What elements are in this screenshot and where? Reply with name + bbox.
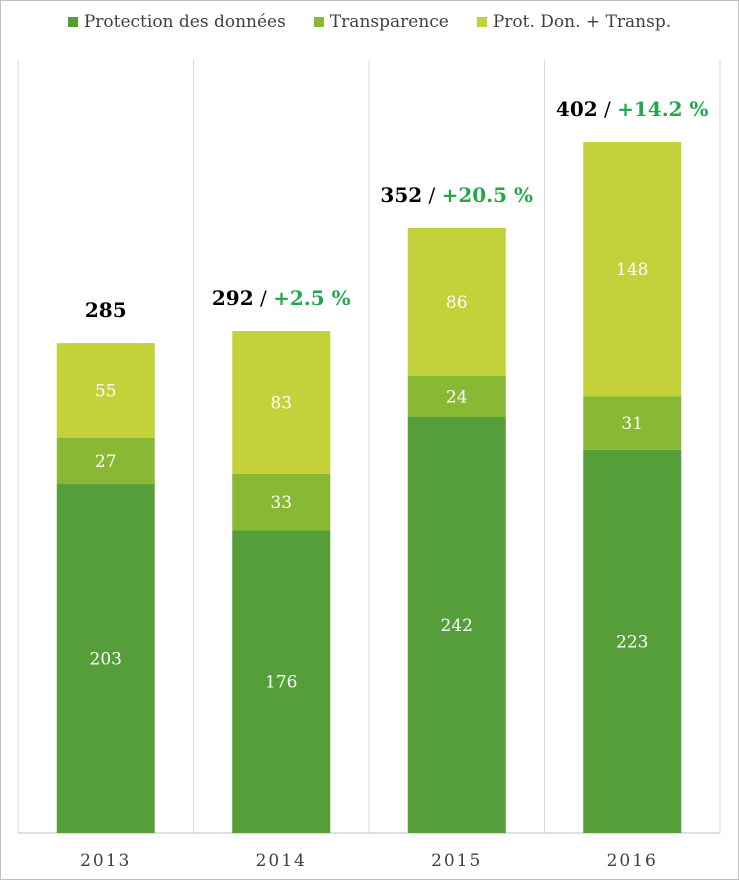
x-tick-label: 2015 xyxy=(431,851,482,871)
growth-value: +14.2 % xyxy=(617,97,708,121)
x-tick-label: 2014 xyxy=(256,851,307,871)
data-label: 27 xyxy=(95,452,117,472)
data-label: 176 xyxy=(265,673,297,693)
data-label: 55 xyxy=(95,381,117,401)
legend-item-transparence: Transparence xyxy=(313,12,449,32)
total-value: 402 xyxy=(556,97,598,121)
legend-label-transparence: Transparence xyxy=(329,12,449,32)
total-label: 285 xyxy=(85,298,127,322)
total-value: 352 xyxy=(380,183,422,207)
data-label: 242 xyxy=(441,616,473,636)
total-separator: / xyxy=(422,183,441,207)
bar-segment xyxy=(407,227,506,376)
bar-segment xyxy=(583,142,682,397)
data-label: 148 xyxy=(616,260,648,280)
data-label: 24 xyxy=(446,387,468,407)
bar-segment xyxy=(56,343,155,438)
legend-item-combined: Prot. Don. + Transp. xyxy=(476,12,672,32)
legend-item-protection: Protection des données xyxy=(67,12,286,32)
bar-segment xyxy=(407,417,506,833)
chart-legend: Protection des données Transparence Prot… xyxy=(0,12,739,32)
bar-segment xyxy=(56,484,155,833)
bar-segment xyxy=(407,375,506,418)
bar-segment xyxy=(583,396,682,450)
growth-value: +2.5 % xyxy=(273,286,351,310)
total-separator: / xyxy=(254,286,273,310)
data-label: 203 xyxy=(90,650,122,670)
data-label: 31 xyxy=(621,414,643,434)
x-tick-label: 2013 xyxy=(80,851,131,871)
total-separator: / xyxy=(598,97,617,121)
x-tick-label: 2016 xyxy=(607,851,658,871)
bar-segment xyxy=(56,437,155,485)
data-label: 83 xyxy=(270,393,292,413)
bar-segment xyxy=(232,530,331,833)
legend-label-combined: Prot. Don. + Transp. xyxy=(492,12,672,32)
data-label: 33 xyxy=(270,493,292,513)
legend-swatch-combined xyxy=(476,17,487,27)
total-label: 292 / +2.5 % xyxy=(212,286,351,310)
bar-segment xyxy=(232,473,331,531)
bar-segment xyxy=(583,449,682,833)
bar-segment xyxy=(232,331,331,474)
total-value: 292 xyxy=(212,286,254,310)
legend-swatch-transparence xyxy=(313,17,324,27)
total-label: 352 / +20.5 % xyxy=(380,183,533,207)
data-label: 86 xyxy=(446,293,468,313)
total-label: 402 / +14.2 % xyxy=(556,97,709,121)
legend-swatch-protection xyxy=(67,17,78,27)
data-label: 223 xyxy=(616,632,648,652)
growth-value: +20.5 % xyxy=(442,183,533,207)
total-value: 285 xyxy=(85,298,127,322)
legend-label-protection: Protection des données xyxy=(83,12,286,32)
